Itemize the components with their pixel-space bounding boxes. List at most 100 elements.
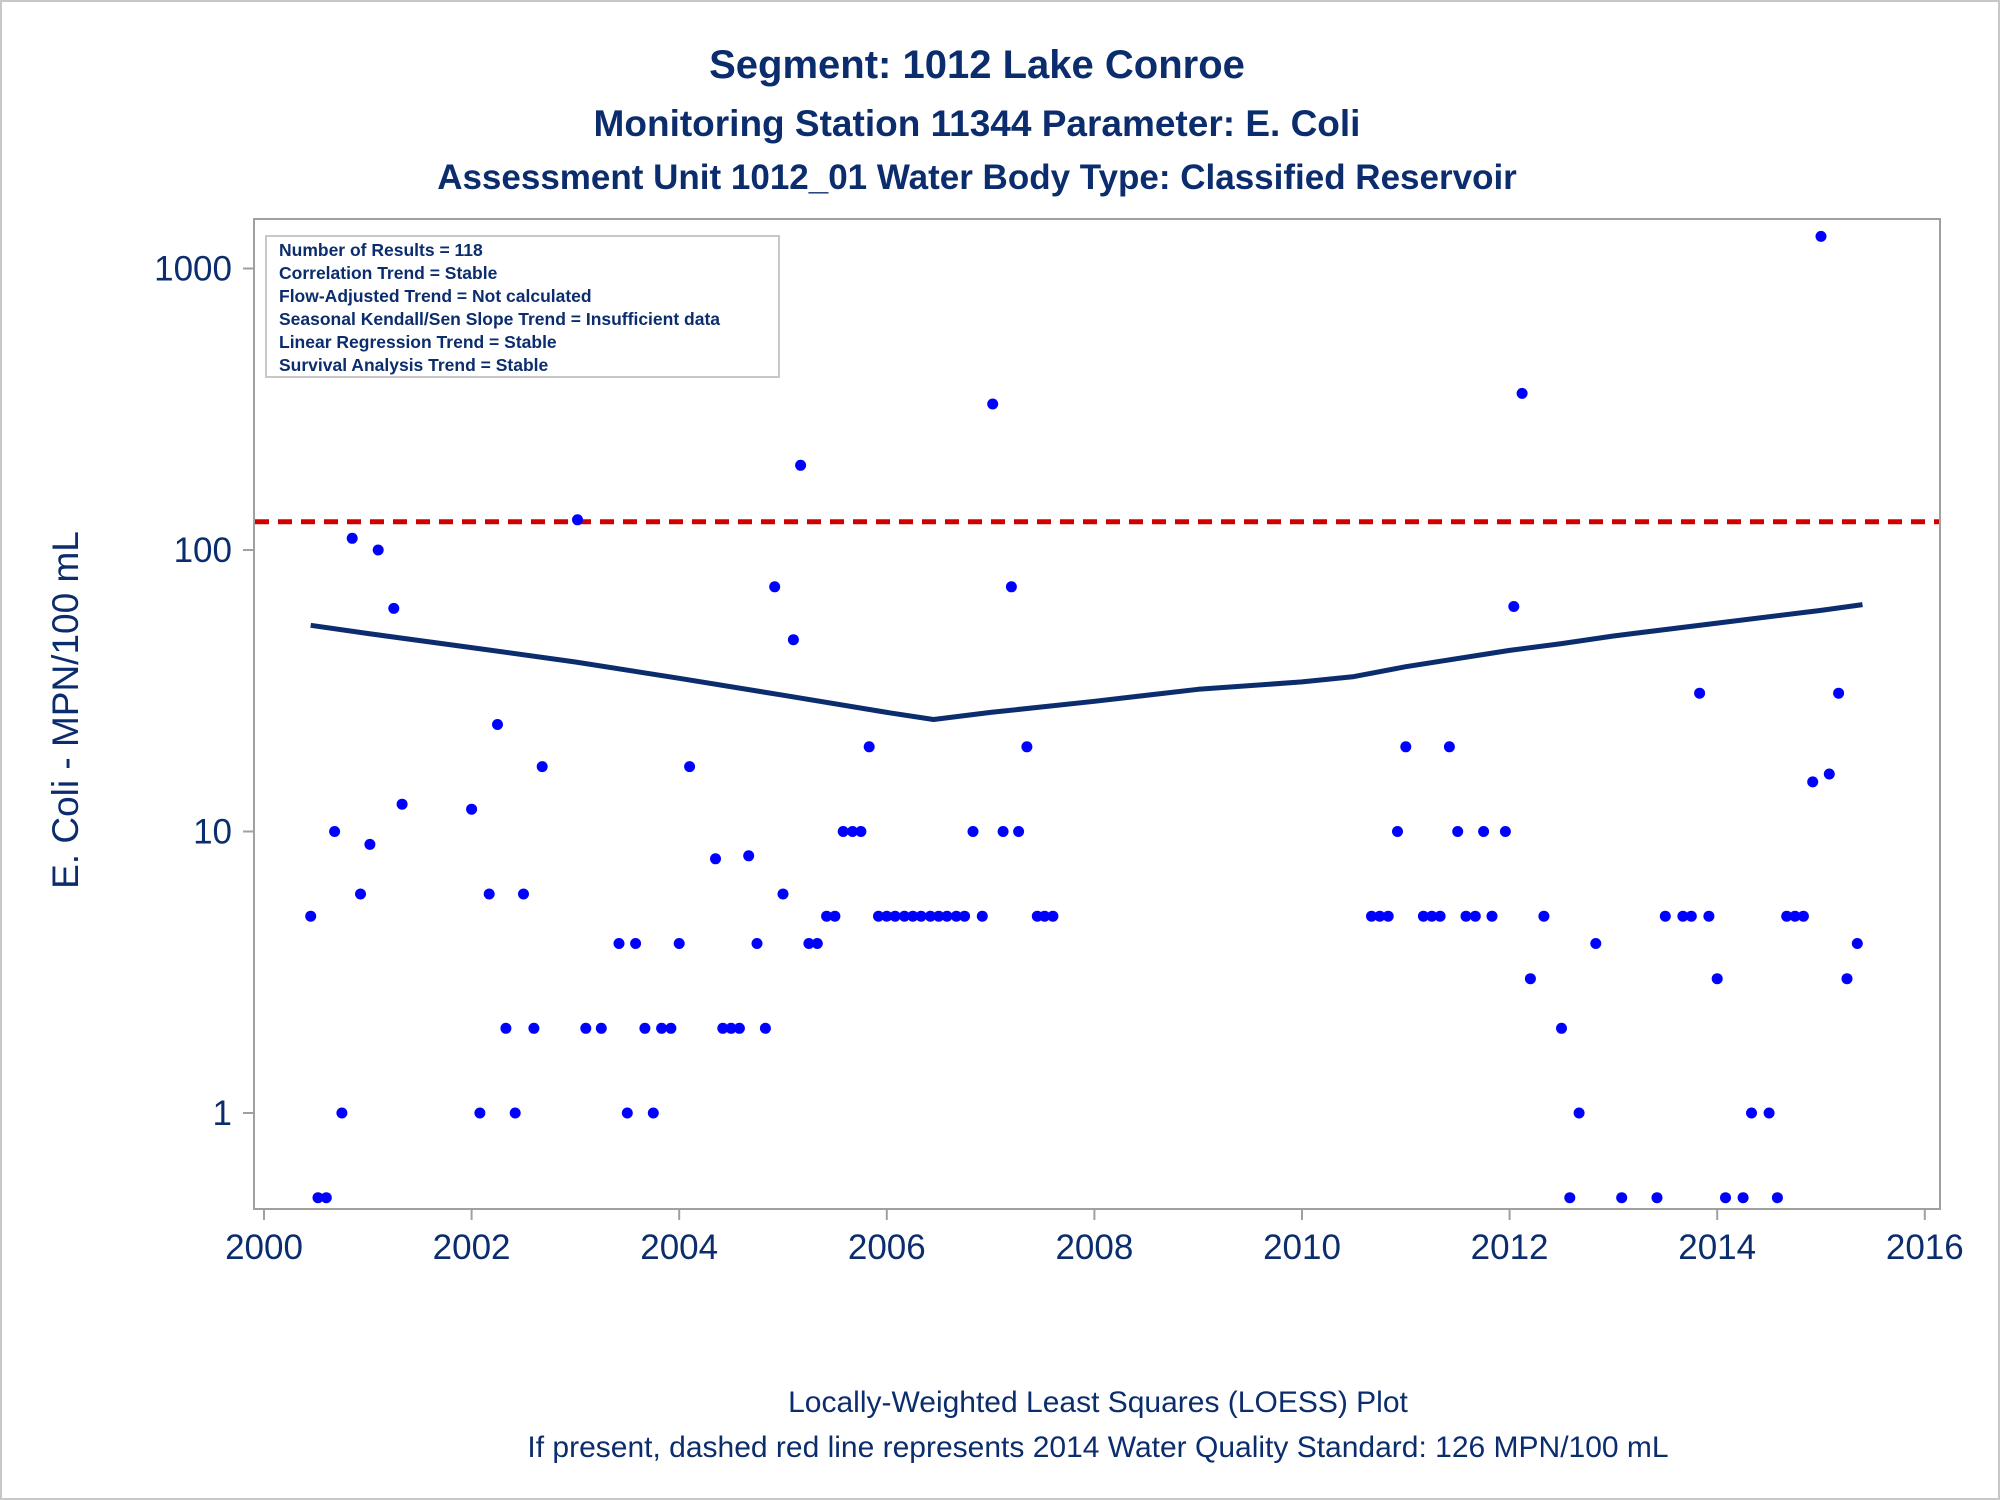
data-point [717, 1022, 729, 1034]
data-point [528, 1022, 540, 1034]
data-point [769, 581, 781, 593]
data-point [829, 910, 841, 922]
data-point [1807, 776, 1819, 788]
data-point [733, 1022, 745, 1034]
data-point [1685, 910, 1697, 922]
data-point [759, 1022, 771, 1034]
data-point [1047, 910, 1059, 922]
data-point [915, 910, 927, 922]
footer-method: Locally-Weighted Least Squares (LOESS) P… [788, 1386, 1408, 1419]
data-point [1771, 1192, 1783, 1204]
x-tick-label: 2016 [1886, 1228, 1964, 1267]
data-point [1720, 1192, 1731, 1204]
data-point [1392, 826, 1403, 837]
data-point [1746, 1107, 1757, 1119]
data-point [997, 826, 1009, 837]
data-point [1417, 910, 1429, 922]
data-point [1005, 581, 1017, 593]
data-point [572, 514, 583, 526]
data-point [364, 838, 376, 850]
data-point [1851, 938, 1863, 949]
data-point [811, 938, 823, 949]
data-point [1039, 910, 1051, 922]
y-tick-label: 1 [213, 1094, 232, 1133]
data-point [312, 1192, 324, 1204]
stats-line: Seasonal Kendall/Sen Slope Trend = Insuf… [279, 309, 720, 329]
data-point [1452, 826, 1464, 837]
data-point [924, 910, 936, 922]
data-point [803, 938, 815, 949]
data-point [1499, 826, 1511, 837]
data-point [1833, 687, 1845, 699]
data-point [1711, 973, 1723, 985]
data-point [787, 634, 799, 646]
data-point [630, 938, 642, 949]
data-point [959, 910, 971, 922]
x-tick-label: 2002 [433, 1228, 511, 1267]
data-point [1590, 938, 1602, 949]
data-point [855, 826, 867, 837]
data-point [1538, 910, 1550, 922]
stats-line: Correlation Trend = Stable [279, 263, 498, 283]
y-tick-label: 10 [193, 813, 232, 852]
data-point [1823, 768, 1835, 780]
data-point [346, 532, 358, 544]
data-point [941, 910, 953, 922]
y-tick-label: 1000 [154, 250, 232, 289]
y-tick-label: 100 [174, 531, 232, 570]
data-point [580, 1022, 592, 1034]
data-point [873, 910, 884, 922]
x-tick-label: 2010 [1263, 1228, 1341, 1267]
plot-area: 2000 2002 2004 2006 2008 2010 2012 2014 2016 1 10 1… [154, 218, 1964, 1267]
data-point [1443, 741, 1455, 753]
data-point [751, 938, 763, 949]
data-point [1564, 1192, 1576, 1204]
data-point [1573, 1107, 1585, 1119]
data-point [647, 1107, 659, 1119]
data-point [837, 826, 849, 837]
x-tick-label: 2006 [848, 1228, 926, 1267]
data-point [795, 459, 807, 471]
data-point [492, 719, 503, 730]
x-tick-label: 2008 [1055, 1228, 1133, 1267]
data-point [673, 938, 685, 949]
data-point [1508, 601, 1520, 612]
data-point [1659, 910, 1671, 922]
loess-trend-line [310, 602, 1863, 722]
data-point [1616, 1192, 1628, 1204]
data-point [950, 910, 962, 922]
data-point [1789, 910, 1801, 922]
data-point [1469, 910, 1481, 922]
data-point [336, 1107, 348, 1119]
data-point [305, 910, 317, 922]
data-point [743, 850, 755, 862]
data-point [536, 761, 548, 773]
data-point [1524, 973, 1536, 985]
data-point [881, 910, 893, 922]
data-point [684, 761, 696, 773]
data-point [500, 1022, 512, 1034]
data-point [725, 1022, 737, 1034]
data-point [1374, 910, 1386, 922]
data-point [1556, 1022, 1567, 1034]
data-point [710, 853, 721, 865]
plot-frame [253, 218, 1941, 1210]
data-point [474, 1107, 486, 1119]
data-point [1382, 910, 1394, 922]
data-point [1797, 910, 1809, 922]
data-point [466, 803, 478, 815]
data-point [1781, 910, 1793, 922]
data-point [388, 602, 400, 614]
chart-subtitle-station: Monitoring Station 11344 Parameter: E. C… [594, 103, 1361, 144]
data-point [1703, 910, 1715, 922]
data-point [1737, 1192, 1749, 1204]
data-point [889, 910, 901, 922]
stats-line: Survival Analysis Trend = Stable [279, 355, 549, 375]
data-point [372, 544, 384, 556]
stats-line: Linear Regression Trend = Stable [279, 332, 557, 352]
data-point [1694, 687, 1706, 699]
data-point [1366, 910, 1377, 922]
x-tick-label: 2012 [1471, 1228, 1549, 1267]
data-point [907, 910, 919, 922]
